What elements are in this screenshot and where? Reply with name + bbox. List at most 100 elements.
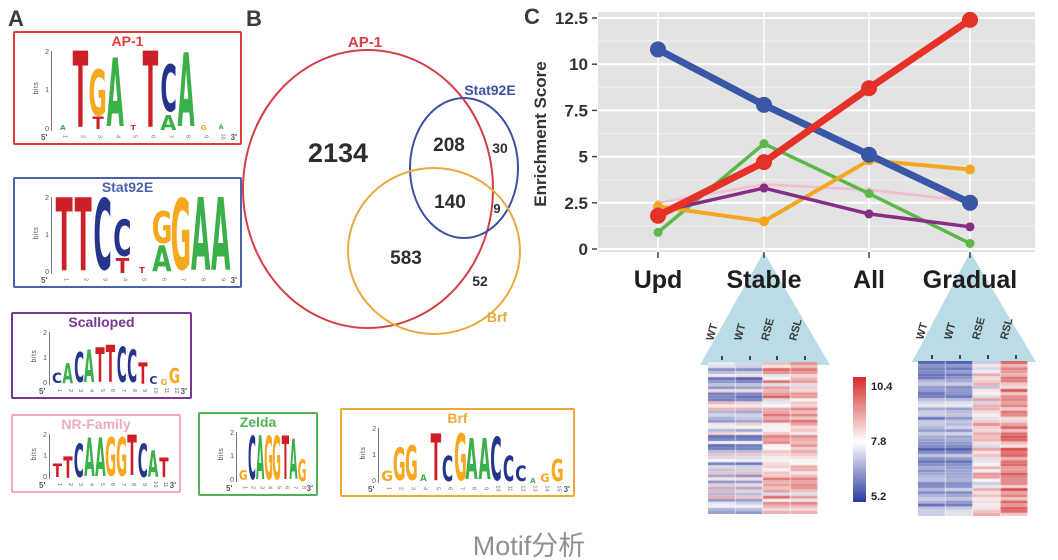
data-point-blue xyxy=(650,41,666,58)
logo-ytick: 1 xyxy=(45,231,49,239)
logo-y-axis: 2 1 0 bits xyxy=(33,49,52,133)
logo-ytick: 2 xyxy=(45,49,49,56)
logo-position: G xyxy=(551,456,564,486)
data-point-blue xyxy=(756,96,772,113)
venn-label-ap1: AP-1 xyxy=(348,34,382,51)
logo-position: C xyxy=(127,342,138,394)
panel-c-label: C xyxy=(524,4,540,29)
data-point-green xyxy=(965,238,975,248)
logo-position-number: 6 xyxy=(109,482,116,487)
venn-count-ap1-only: 2134 xyxy=(308,138,368,168)
logo-position-number: 1 xyxy=(385,486,392,491)
data-point-red xyxy=(650,207,666,224)
logo-letter: C xyxy=(442,449,454,490)
y-tick-label: 10 xyxy=(569,55,588,74)
logo-position: T xyxy=(74,185,94,285)
logo-position: C xyxy=(73,348,84,389)
logo-position-number: 8 xyxy=(470,486,477,491)
logo-position-number: 4 xyxy=(87,482,94,487)
logo-position-number: 9 xyxy=(141,388,148,393)
logo-ytick: 0 xyxy=(43,474,47,481)
logo-position: A xyxy=(177,41,195,141)
logo-letter: A xyxy=(478,428,491,494)
logo-position-number: 8 xyxy=(184,134,191,139)
logo-letter: T xyxy=(95,339,105,394)
colorbar-max: 10.4 xyxy=(871,381,893,393)
logo-letter: T xyxy=(72,30,89,152)
venn-count-stat92e-brf: 9 xyxy=(493,201,500,216)
motif-box-scalloped: Scalloped 2 1 0 bits C A C A T T C C T C G G 1 2 3 4 5 6 7 8 9 10… xyxy=(11,312,192,399)
logo-position-number: 5 xyxy=(131,134,138,139)
y-tick-label: 0 xyxy=(579,240,588,259)
line-chart: 0 2.5 5 7.5 10 12.5 Enrichment Score Upd Stable A… xyxy=(531,9,1035,294)
logo-y-axis: 2 1 0 bits xyxy=(31,432,50,481)
three-prime-label: 3' xyxy=(180,387,187,396)
logo-ytick: 2 xyxy=(372,426,376,433)
logo-position: T xyxy=(95,339,106,394)
logo-position: G xyxy=(381,470,393,484)
venn-count-ap1-brf: 583 xyxy=(390,248,422,269)
logo-position: T xyxy=(430,420,442,496)
y-tick-label: 7.5 xyxy=(564,101,588,120)
logo-position: G xyxy=(171,187,192,284)
logo-letter: G xyxy=(169,364,181,389)
logo-ytick: 1 xyxy=(372,451,376,459)
logo-position-number: 4 xyxy=(87,388,94,393)
logo-position-numbers: 1 2 3 4 5 6 7 8 9 10 xyxy=(54,132,230,141)
logo-position-numbers: 1 2 3 4 5 6 7 8 9 10 11 12 xyxy=(52,386,180,395)
logo-position: C xyxy=(502,452,514,487)
logo-position-number: 8 xyxy=(130,388,137,393)
venn-count-triple: 140 xyxy=(434,192,466,213)
logo-position: A xyxy=(63,360,74,388)
logo-ytick: 1 xyxy=(43,452,47,460)
motif-title: AP-1 xyxy=(111,33,144,49)
logo-position: A xyxy=(54,125,72,132)
logo-position: T xyxy=(72,30,90,152)
motif-box-nr-family: NR-Family 2 1 0 bits T T C A A G G T C A T 1 2 3 4 5 6 7 8 9 10 1… xyxy=(11,414,181,493)
data-point-purple xyxy=(965,222,975,232)
logo-position-number: 9 xyxy=(482,486,489,491)
logo-position: A xyxy=(148,447,159,483)
logo-letter: T xyxy=(430,420,441,496)
colorbar xyxy=(853,377,866,502)
venn-label-brf: Brf xyxy=(487,309,508,325)
logo-position-number: 8 xyxy=(130,482,137,487)
logo-ytick: 0 xyxy=(43,380,47,387)
motif-title: Brf xyxy=(447,410,468,426)
logo-position: G xyxy=(159,377,170,386)
logo-letter: A xyxy=(289,428,298,493)
logo-position-number: 7 xyxy=(291,485,298,490)
logo-position-number: 2 xyxy=(66,482,73,487)
logo-letter: T xyxy=(106,335,116,395)
logo-ytick: 0 xyxy=(372,478,376,485)
logo-position-number: 10 xyxy=(219,133,226,140)
logo-letter: T xyxy=(63,450,73,485)
logo-letter: A xyxy=(106,40,125,149)
logo-position: G xyxy=(405,440,418,488)
x-category-label: All xyxy=(853,266,885,294)
sequence-logo: 2 1 0 bits A T G T A T T C A A G A 1 2 3 4 5 6 7 8 9 10 5' 3' xyxy=(15,30,240,152)
logo-bits-label: bits xyxy=(30,447,38,460)
venn-label-stat92e: Stat92E xyxy=(464,82,515,98)
logo-position: T xyxy=(52,461,63,480)
logo-letter: T xyxy=(92,114,104,134)
logo-position: A xyxy=(478,428,491,494)
logo-y-axis: 2 1 0 bits xyxy=(31,330,50,387)
logo-letter: A xyxy=(160,111,177,135)
logo-ytick: 1 xyxy=(45,87,49,94)
logo-position-number: 13 xyxy=(531,485,538,492)
logo-letter: C xyxy=(93,179,113,293)
logo-position-number: 6 xyxy=(109,388,116,393)
logo-letter: T xyxy=(127,424,137,490)
heatmap-column-tick xyxy=(776,356,778,360)
logo-position: T xyxy=(158,455,169,482)
venn-circle-stat92e xyxy=(409,97,519,239)
logo-letter: C xyxy=(127,342,138,394)
logo-letter: A xyxy=(529,475,536,485)
logo-y-axis: 2 1 0 bits xyxy=(218,430,237,484)
logo-position: G xyxy=(272,429,281,489)
